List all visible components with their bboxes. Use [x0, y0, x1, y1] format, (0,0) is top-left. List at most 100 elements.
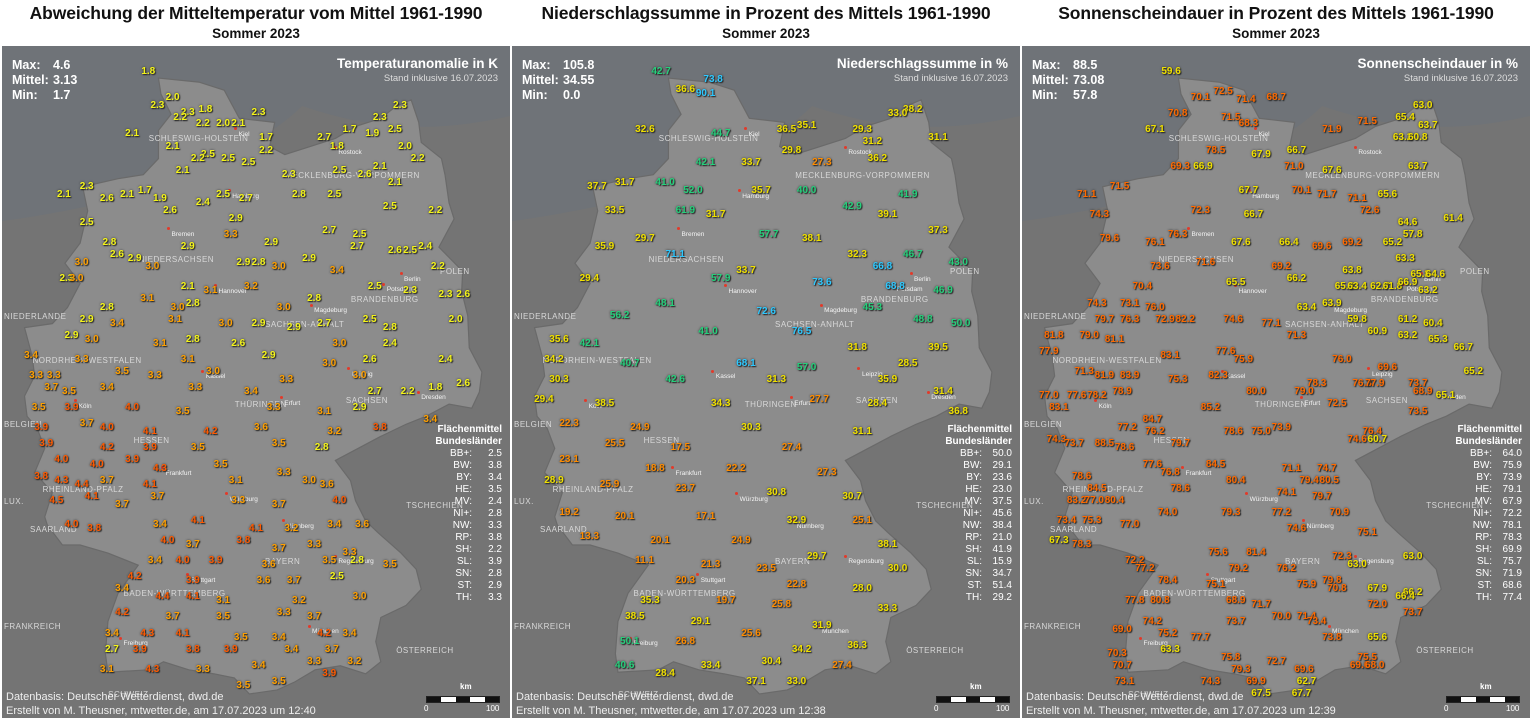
data-status: Stand inklusive 16.07.2023 [893, 73, 1008, 84]
station-value: 24.9 [731, 535, 751, 546]
state-row: ST: 51.4 [932, 580, 1012, 592]
scale-end: 100 [486, 704, 500, 713]
region-label: SACHSEN [345, 396, 389, 406]
city-marker [1329, 303, 1333, 307]
region-label: SCHLESWIG-HOLSTEIN [658, 134, 759, 144]
city-label: Nürnberg [796, 522, 824, 530]
station-value: 79.3 [1220, 506, 1241, 518]
station-value: 64.6 [1397, 216, 1418, 228]
station-value: 4.1 [185, 591, 200, 603]
station-value: 31.3 [766, 373, 787, 385]
city-marker [1245, 492, 1249, 495]
station-value: 3.5 [233, 631, 248, 643]
map-area[interactable]: NIEDERLANDE BELGIEN FRANKREICH POLEN TSCHECH… [2, 46, 510, 718]
station-value: 2.3 [372, 112, 387, 124]
station-value: 3.2 [327, 426, 342, 438]
station-value: 3.5 [31, 402, 46, 414]
station-value: 65.6 [1367, 631, 1388, 643]
station-value: 44.7 [710, 128, 731, 140]
state-row: NI+: 2.8 [422, 508, 502, 520]
state-row: BW: 75.9 [1442, 460, 1522, 472]
state-row: MV: 2.4 [422, 496, 502, 508]
station-value: 3.7 [44, 382, 59, 394]
station-value: 3.7 [185, 539, 200, 551]
state-code: RP: [1475, 532, 1492, 543]
city-marker [892, 282, 896, 286]
region-label: NIEDERSACHSEN [138, 255, 215, 265]
city-marker [1254, 127, 1258, 131]
station-value: 2.7 [322, 225, 337, 237]
station-value: 2.7 [238, 192, 253, 204]
station-value: 3.7 [165, 611, 180, 623]
region-label: MECKLENBURG-VORPOMMERN [1305, 170, 1440, 180]
station-value: 19.2 [559, 506, 579, 518]
station-value: 4.1 [175, 627, 190, 639]
station-value: 3.4 [327, 518, 342, 530]
station-value: 3.3 [231, 494, 246, 506]
station-value: 3.4 [251, 659, 266, 671]
station-value: 63.7 [1418, 120, 1438, 132]
map-area[interactable]: NIEDERLANDE BELGIEN FRANKREICH POLEN TSCHECH… [1022, 46, 1530, 718]
germany-outline [1043, 77, 1503, 695]
map-background [2, 46, 510, 695]
station-value: 2.5 [367, 281, 382, 293]
station-value: 3.3 [195, 663, 210, 675]
city-marker [1436, 390, 1440, 394]
state-value: 3.3 [488, 520, 502, 531]
state-code: BW: [1473, 460, 1492, 471]
city-marker [817, 624, 821, 628]
station-value: 4.1 [249, 522, 263, 534]
station-value: 76.0 [1332, 353, 1352, 365]
state-code: BW: [963, 460, 982, 471]
station-value: 84.7 [1142, 414, 1163, 426]
state-code: RP: [455, 532, 472, 543]
station-value: 69.6 [1377, 361, 1398, 373]
station-value: 71.4 [1296, 611, 1317, 623]
stat-value: 4.6 [53, 58, 71, 72]
station-value: 32.3 [847, 249, 867, 261]
map-area[interactable]: NIEDERLANDE BELGIEN FRANKREICH POLEN TSCHECH… [512, 46, 1020, 718]
country-label: NIEDERLANDE [514, 311, 577, 321]
state-code: SH: [455, 544, 472, 555]
station-value: 2.4 [195, 196, 210, 208]
state-value: 37.5 [992, 496, 1012, 507]
city-marker [282, 519, 286, 523]
station-value: 68.7 [1266, 92, 1286, 104]
station-value: 30.4 [761, 655, 781, 667]
country-label: BELGIEN [514, 420, 553, 430]
country-label: POLEN [950, 267, 980, 277]
city-marker [792, 519, 796, 523]
station-value: 42.6 [665, 373, 685, 385]
state-value: 2.8 [488, 508, 502, 519]
map-background [1022, 46, 1530, 695]
station-value: 4.4 [74, 478, 89, 490]
state-value: 3.5 [488, 484, 502, 495]
panel-subtitle: Sommer 2023 [1232, 26, 1320, 41]
state-code: MV: [454, 496, 472, 507]
city-label: Kiel [1258, 130, 1270, 138]
station-value: 79.8 [1322, 575, 1342, 587]
station-value: 2.6 [357, 168, 372, 180]
station-value: 4.2 [115, 607, 129, 619]
station-value: 71.3 [1286, 329, 1307, 341]
station-value: 68.1 [736, 357, 756, 369]
station-value: 78.9 [1112, 386, 1132, 398]
state-means-subtitle: Bundesländer [1455, 436, 1522, 447]
station-value: 3.0 [74, 257, 89, 269]
summary-stats: Max: 105.8 Mittel: 34.55 Min: 0.0 [522, 58, 594, 103]
city-marker [1302, 519, 1306, 523]
state-row: HE: 3.5 [422, 484, 502, 496]
scale-bar: km 0 100 [422, 682, 502, 714]
station-value: 46.9 [933, 285, 953, 297]
city-marker [1180, 466, 1184, 470]
station-value: 82.3 [1208, 369, 1228, 381]
station-value: 65.3 [1428, 333, 1448, 345]
state-means: Flächenmittel Bundesländer BB+: 2.5 BW: 3.8 BY… [422, 424, 502, 604]
state-means-title: Flächenmittel [947, 424, 1012, 435]
station-value: 3.4 [284, 643, 299, 655]
state-value: 50.0 [992, 448, 1012, 459]
station-value: 79.3 [1231, 663, 1251, 675]
station-value: 75.3 [1082, 514, 1102, 526]
station-value: 4.3 [152, 462, 167, 474]
country-label: POLEN [440, 267, 470, 277]
